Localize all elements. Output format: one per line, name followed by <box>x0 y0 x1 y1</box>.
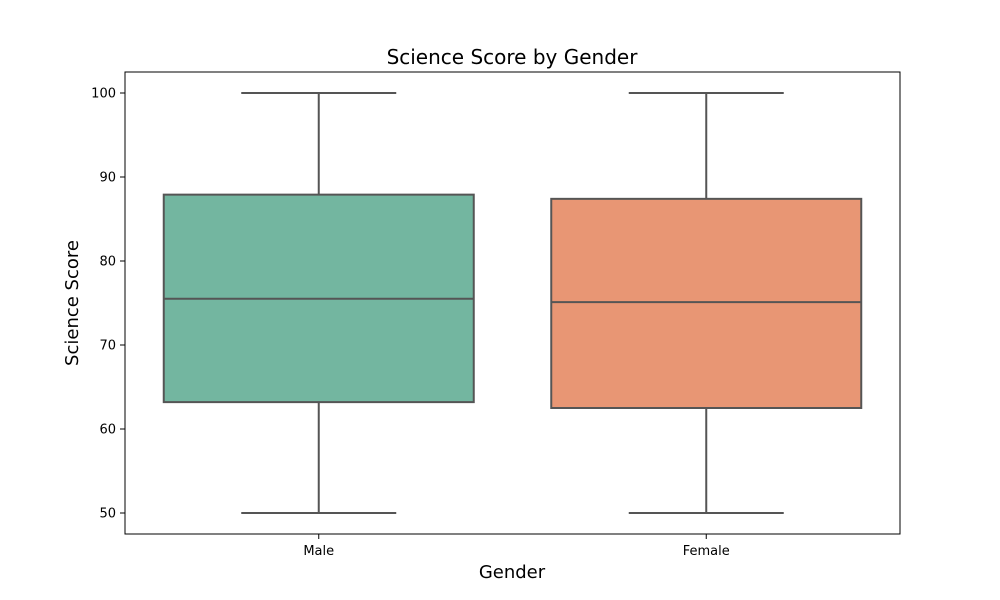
y-axis: 50 60 70 80 90 100 <box>91 87 125 522</box>
box-female <box>550 92 863 514</box>
y-tick-label: 80 <box>99 255 116 270</box>
y-tick-label: 90 <box>99 171 116 186</box>
y-axis-label: Science Score <box>62 240 83 366</box>
y-tick-label: 70 <box>99 339 116 354</box>
x-tick-label: Male <box>303 544 334 559</box>
y-tick-label: 60 <box>99 423 116 438</box>
iqr-box <box>550 197 863 409</box>
box-male <box>162 92 475 514</box>
y-tick-label: 50 <box>99 507 116 522</box>
boxes-group <box>162 92 863 514</box>
y-tick-label: 100 <box>91 87 116 102</box>
x-tick-label: Female <box>683 544 730 559</box>
x-axis-label: Gender <box>479 562 546 583</box>
chart-title: Science Score by Gender <box>387 45 639 69</box>
x-axis: Male Female <box>303 534 730 559</box>
plot-frame <box>124 71 901 535</box>
